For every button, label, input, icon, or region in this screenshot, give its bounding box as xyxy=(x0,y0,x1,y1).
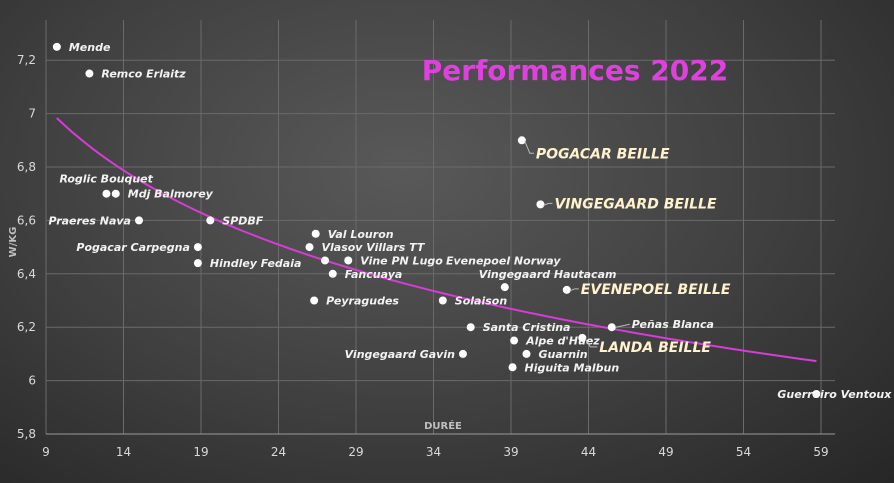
axes: 9 14 19 24 29 34 39 44 49 54 59 5,8 6 6,2 6,4 6,6 6,8 7 7,… xyxy=(17,53,835,459)
x-tick-label: 34 xyxy=(426,445,441,459)
data-point xyxy=(328,269,337,278)
x-axis-label: DURÉE xyxy=(424,419,462,432)
data-point xyxy=(193,259,202,268)
data-label: Vingegaard Hautacam xyxy=(479,268,617,281)
data-point xyxy=(206,216,215,225)
y-tick-label: 6,6 xyxy=(17,213,36,227)
data-point xyxy=(500,283,509,292)
x-tick-label: 54 xyxy=(736,445,751,459)
data-point xyxy=(135,216,143,225)
data-point xyxy=(85,69,94,78)
data-label: Vlasov Villars TT xyxy=(322,241,426,254)
data-point xyxy=(321,256,329,265)
x-tick-label: 44 xyxy=(581,445,596,459)
data-label: Solaison xyxy=(455,295,508,308)
data-label: Mdj Balmorey xyxy=(128,188,214,201)
data-label: Vine PN Lugo xyxy=(360,254,443,267)
data-point xyxy=(310,296,319,305)
data-label: VINGEGAARD BEILLE xyxy=(554,196,717,212)
data-point xyxy=(578,333,587,342)
data-label: Hindley Fedaia xyxy=(210,257,302,270)
data-point xyxy=(607,323,616,332)
data-point xyxy=(111,189,120,198)
data-label: Roglic Bouquet xyxy=(59,173,153,186)
leader-line xyxy=(569,288,579,292)
x-tick-label: 24 xyxy=(271,445,286,459)
data-point xyxy=(510,336,519,345)
data-label: Santa Cristina xyxy=(483,321,571,334)
data-label: LANDA BEILLE xyxy=(599,340,711,356)
data-label: Vingegaard Gavin xyxy=(345,348,455,361)
data-point xyxy=(466,323,475,332)
x-tick-label: 49 xyxy=(658,445,673,459)
data-label: Higuita Malbun xyxy=(525,361,620,374)
trendline xyxy=(56,117,817,363)
data-point xyxy=(438,296,447,305)
y-axis-label: W/KG xyxy=(8,227,19,258)
data-point xyxy=(458,349,467,358)
data-label: Fancuaya xyxy=(345,268,403,281)
y-tick-label: 6 xyxy=(28,374,36,388)
data-point xyxy=(522,349,531,358)
data-point xyxy=(102,189,111,198)
data-label: Remco Erlaitz xyxy=(101,68,186,81)
y-tick-label: 6,4 xyxy=(17,267,36,281)
data-point xyxy=(536,200,545,209)
leader-line xyxy=(615,323,630,328)
chart-title: Performances 2022 xyxy=(422,54,728,87)
x-tick-label: 29 xyxy=(348,445,363,459)
x-tick-label: 39 xyxy=(503,445,518,459)
data-label: Mende xyxy=(69,41,111,54)
data-point xyxy=(311,229,320,238)
data-point xyxy=(305,243,314,252)
data-point xyxy=(562,285,571,294)
data-point xyxy=(517,136,526,145)
leader-line xyxy=(524,141,534,154)
data-label: Evenepoel Norway xyxy=(446,254,561,267)
data-label: Guerreiro Ventoux xyxy=(777,388,892,401)
data-label: Peñas Blanca xyxy=(632,318,714,331)
data-label: EVENEPOEL BEILLE xyxy=(581,282,731,298)
data-label: Val Louron xyxy=(328,228,394,241)
leader-line xyxy=(584,338,598,348)
y-tick-label: 7 xyxy=(28,107,36,121)
y-tick-label: 5,8 xyxy=(17,427,36,441)
y-tick-label: 6,2 xyxy=(17,320,36,334)
x-tick-label: 59 xyxy=(813,445,828,459)
data-label: SPDBF xyxy=(222,214,263,227)
data-point xyxy=(508,363,517,372)
data-label: Guarnin xyxy=(539,348,588,361)
y-tick-label: 7,2 xyxy=(17,53,36,67)
data-label: POGACAR BEILLE xyxy=(536,146,670,162)
data-point xyxy=(193,243,202,252)
data-label: Pogacar Carpegna xyxy=(76,241,190,254)
data-point xyxy=(812,389,821,398)
leader-line xyxy=(543,202,553,206)
y-tick-label: 6,8 xyxy=(17,160,36,174)
x-tick-label: 19 xyxy=(193,445,208,459)
points: Mende Remco Erlaitz Roglic Bouquet Mdj Balm… xyxy=(48,41,892,401)
data-point xyxy=(52,42,61,51)
data-label: Peyragudes xyxy=(326,295,399,308)
data-label: Praeres Nava xyxy=(48,214,131,227)
x-tick-label: 9 xyxy=(42,445,50,459)
data-point xyxy=(344,256,353,265)
x-tick-label: 14 xyxy=(116,445,131,459)
